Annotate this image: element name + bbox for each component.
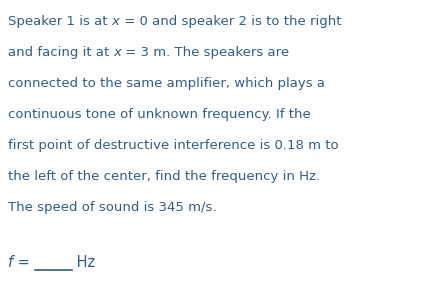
- Text: connected to the same amplifier, which plays a: connected to the same amplifier, which p…: [8, 77, 325, 90]
- Text: x: x: [114, 46, 122, 59]
- Text: = 3 m. The speakers are: = 3 m. The speakers are: [122, 46, 290, 59]
- Text: The speed of sound is 345 m/s.: The speed of sound is 345 m/s.: [8, 201, 217, 214]
- Text: Hz: Hz: [72, 255, 95, 270]
- Text: Speaker 1 is at: Speaker 1 is at: [8, 15, 112, 28]
- Text: =: =: [13, 255, 34, 270]
- Text: the left of the center, find the frequency in Hz.: the left of the center, find the frequen…: [8, 170, 320, 183]
- Text: first point of destructive interference is 0.18 m to: first point of destructive interference …: [8, 139, 339, 152]
- Text: = 0 and speaker 2 is to the right: = 0 and speaker 2 is to the right: [120, 15, 341, 28]
- Text: and facing it at: and facing it at: [8, 46, 114, 59]
- Text: f: f: [8, 255, 13, 270]
- Text: continuous tone of unknown frequency. If the: continuous tone of unknown frequency. If…: [8, 108, 311, 121]
- Text: x: x: [112, 15, 120, 28]
